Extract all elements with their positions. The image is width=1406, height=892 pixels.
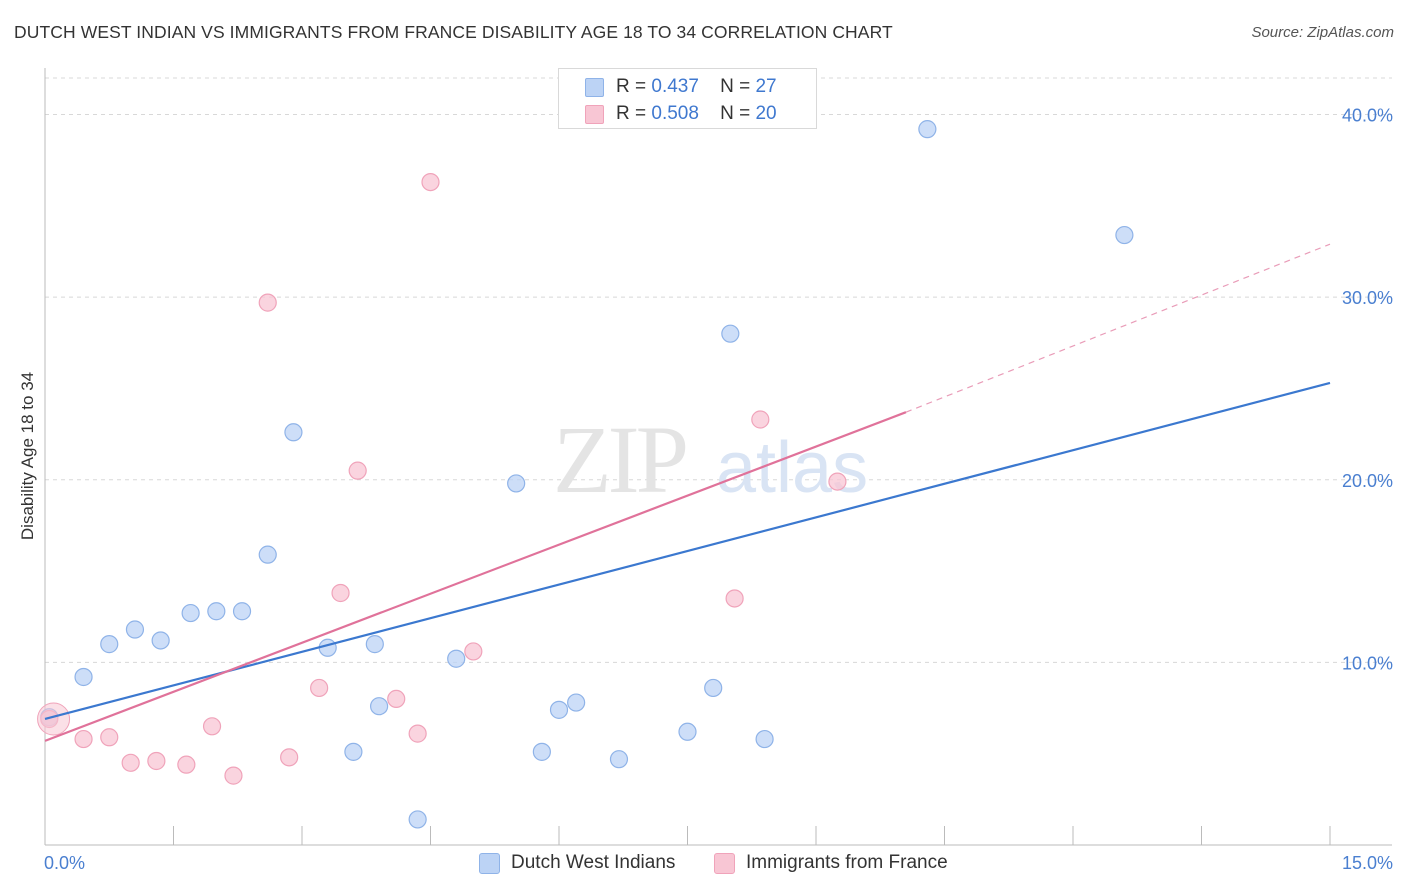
blue-data-point xyxy=(258,545,277,564)
pink-data-point xyxy=(74,729,93,749)
blue-data-point xyxy=(918,120,937,139)
chart-title: DUTCH WEST INDIAN VS IMMIGRANTS FROM FRA… xyxy=(14,22,893,42)
x-tick-label: 0.0% xyxy=(44,853,85,873)
blue-data-point xyxy=(1115,225,1134,245)
pink-data-point xyxy=(224,766,243,785)
blue-data-point xyxy=(507,474,526,493)
gridlines xyxy=(45,77,1392,663)
watermark: ZIP atlas xyxy=(553,406,868,513)
blue-data-point xyxy=(755,729,774,749)
data-points xyxy=(37,120,1134,829)
blue-data-point xyxy=(721,324,740,343)
blue-data-point xyxy=(370,697,389,716)
series-swatch-pink xyxy=(714,853,735,874)
legend-n-label: N = xyxy=(720,76,751,97)
pink-data-point xyxy=(331,583,350,603)
watermark-atlas: atlas xyxy=(716,428,868,508)
blue-data-point xyxy=(447,649,466,668)
blue-data-point xyxy=(125,620,145,639)
blue-data-point xyxy=(344,742,363,761)
y-tick-label: 10.0% xyxy=(1342,653,1393,673)
legend-r-label: R = xyxy=(616,76,647,97)
legend-r-value: 0.437 xyxy=(651,76,699,97)
blue-data-point xyxy=(151,631,170,650)
trend-lines xyxy=(44,243,1331,742)
pink-data-point xyxy=(421,172,440,192)
pink-data-point xyxy=(177,755,196,774)
blue-data-point xyxy=(74,667,93,687)
blue-data-point xyxy=(532,742,551,761)
legend-text-blue: R = 0.437 N = 27 xyxy=(616,76,777,98)
pink-data-point xyxy=(725,589,744,608)
pink-data-point xyxy=(258,293,277,312)
legend-r-value: 0.508 xyxy=(651,103,699,124)
legend-n-value: 27 xyxy=(755,76,777,97)
pink-trend-line xyxy=(44,411,907,742)
x-tick-label: 15.0% xyxy=(1342,853,1393,873)
blue-data-point xyxy=(408,810,427,829)
y-axis-label: Disability Age 18 to 34 xyxy=(18,372,37,540)
blue-data-point xyxy=(609,750,629,769)
blue-data-point xyxy=(567,693,586,712)
legend-swatch-pink xyxy=(585,105,604,124)
pink-data-point xyxy=(464,642,483,661)
series-swatch-blue xyxy=(479,853,500,874)
pink-data-point xyxy=(408,724,427,743)
y-tick-label: 20.0% xyxy=(1342,471,1393,491)
pink-origin-point xyxy=(37,702,71,736)
pink-data-point xyxy=(348,461,367,480)
series-label-blue: Dutch West Indians xyxy=(511,852,676,873)
blue-data-point xyxy=(549,700,569,719)
pink-data-point xyxy=(387,689,406,709)
y-tick-label: 40.0% xyxy=(1342,106,1393,126)
blue-data-point xyxy=(100,635,119,654)
legend-swatch-blue xyxy=(585,78,604,97)
pink-data-point xyxy=(147,751,166,771)
pink-data-point xyxy=(121,753,140,772)
pink-trend-extension xyxy=(905,243,1331,413)
blue-data-point xyxy=(207,602,226,621)
source-label: Source: ZipAtlas.com xyxy=(1251,24,1394,41)
watermark-zip: ZIP xyxy=(553,406,686,513)
series-label-pink: Immigrants from France xyxy=(746,852,948,873)
y-tick-label: 30.0% xyxy=(1342,288,1393,308)
tick-labels: 10.0% 20.0% 30.0% 40.0% 0.0% 15.0% xyxy=(44,106,1393,873)
legend-n-label: N = xyxy=(720,103,751,124)
blue-data-point xyxy=(678,722,697,741)
legend-n-value: 20 xyxy=(755,103,777,124)
pink-data-point xyxy=(100,728,119,747)
pink-data-point xyxy=(828,472,847,491)
pink-data-point xyxy=(280,748,299,767)
blue-trend-line xyxy=(44,381,1331,721)
pink-data-point xyxy=(751,410,770,429)
legend-r-label: R = xyxy=(616,103,647,124)
blue-data-point xyxy=(232,602,252,621)
correlation-legend: R = 0.437 N = 27 R = 0.508 N = 20 xyxy=(558,68,817,129)
pink-data-point xyxy=(310,678,329,698)
pink-data-point xyxy=(202,717,222,736)
blue-data-point xyxy=(365,635,384,654)
blue-data-point xyxy=(318,638,337,657)
blue-data-point xyxy=(181,603,200,623)
legend-text-pink: R = 0.508 N = 20 xyxy=(616,103,777,125)
blue-data-point xyxy=(284,423,303,442)
blue-data-point xyxy=(704,678,723,698)
